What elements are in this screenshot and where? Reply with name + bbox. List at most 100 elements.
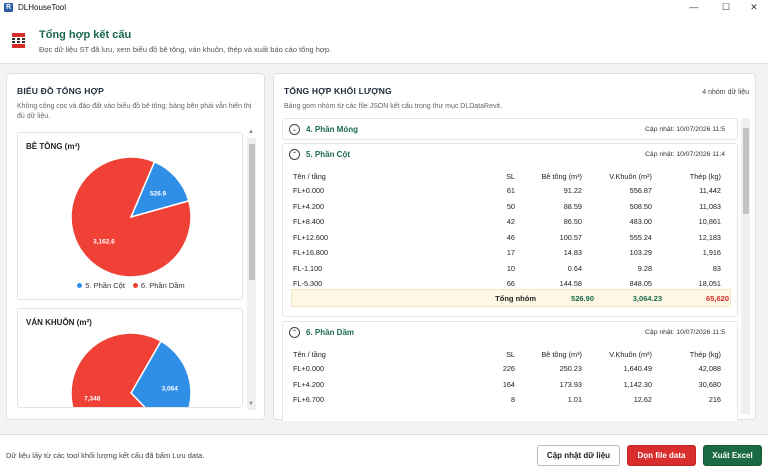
pie-slice [129, 160, 190, 219]
expand-chevron-icon[interactable]: ⌄ [289, 124, 300, 135]
window-title: DLHouseTool [18, 2, 67, 12]
update-data-button[interactable]: Cập nhật dữ liệu [537, 445, 620, 466]
chart-panel: BIỂU ĐỒ TỔNG HỢP Không công cọc và đào đ… [6, 73, 265, 420]
export-excel-button[interactable]: Xuất Excel [703, 445, 762, 466]
column-header-formwork: V.Khuôn (m²) [609, 171, 652, 181]
table-row: FL+0.000 226 250.23 1,640.49 42,088 [293, 361, 721, 377]
summary-panel-description: Bảng gom nhóm từ các file JSON kết cấu t… [284, 103, 502, 110]
legend-label-columns: 5. Phần Cột [85, 281, 125, 290]
group-updated: Cập nhật: 10/07/2026 11:5 [645, 126, 725, 133]
cell-steel: 30,680 [698, 379, 721, 389]
chart-panel-scrollbar[interactable]: ▲ ▼ [247, 129, 256, 410]
cell-level: FL-5.300 [293, 279, 323, 289]
total-formwork: 3,064.23 [632, 294, 662, 303]
cell-qty: 46 [506, 232, 515, 242]
pie-slice-label: 526.9 [150, 191, 167, 198]
collapse-chevron-icon[interactable]: ⌃ [289, 327, 300, 338]
table-row: FL-5.300 66 144.58 848.05 18,051 [293, 276, 721, 292]
close-button[interactable]: ✕ [750, 1, 758, 12]
chart-panel-description: Không công cọc và đào đất vào biểu đồ bê… [17, 103, 252, 120]
report-logo-icon [12, 33, 25, 48]
column-header-qty: SL [506, 171, 515, 181]
scroll-down-arrow-icon[interactable]: ▼ [248, 401, 254, 407]
table-header-row: Tên / tầng SL Bê tông (m³) V.Khuôn (m²) … [293, 347, 721, 361]
cell-formwork: 848.05 [629, 279, 652, 289]
group-name: 6. Phần Dầm [306, 328, 355, 337]
total-steel: 65,620 [706, 294, 729, 303]
column-header-formwork: V.Khuôn (m²) [609, 349, 652, 359]
cell-level: FL+0.000 [293, 186, 325, 196]
formwork-pie-chart: 3,064 7,348 [70, 332, 192, 407]
formwork-chart-title: VÁN KHUÔN (m²) [26, 318, 92, 327]
cell-formwork: 1,142.30 [623, 379, 652, 389]
cell-steel: 11,083 [699, 201, 721, 211]
summary-panel-title: TỔNG HỢP KHỐI LƯỢNG [284, 86, 392, 96]
chart-panel-scroll-thumb[interactable] [249, 144, 255, 280]
table-row: FL+6.700 8 1.01 12.62 216 [293, 392, 721, 408]
maximize-button[interactable]: ☐ [721, 1, 731, 12]
summary-panel-scrollbar[interactable] [741, 118, 750, 414]
cell-qty: 10 [506, 263, 515, 273]
formwork-chart-card: VÁN KHUÔN (m²) 3,064 7,348 [17, 308, 243, 408]
column-header-concrete: Bê tông (m³) [541, 171, 582, 181]
cell-steel: 1,916 [702, 248, 721, 258]
page-title: Tổng hợp kết cấu [39, 29, 132, 41]
pie-slice [130, 340, 192, 407]
summary-panel: TỔNG HỢP KHỐI LƯỢNG Bảng gom nhóm từ các… [273, 73, 756, 421]
footer-note: Dữ liệu lấy từ các tool khối lượng kết c… [6, 451, 205, 460]
cell-steel: 18,051 [698, 279, 721, 289]
group-beams: ⌃ 6. Phần Dầm Cập nhật: 10/07/2026 11:5 … [282, 321, 738, 421]
table-row: FL+16.800 17 14.83 103.29 1,916 [293, 245, 721, 261]
pie-slice [70, 332, 163, 407]
cell-qty: 8 [510, 395, 515, 405]
cell-concrete: 250.23 [559, 364, 582, 374]
cell-concrete: 173.93 [559, 379, 582, 389]
table-row: FL+4.200 50 88.59 508.50 11,083 [293, 199, 721, 215]
group-foundation[interactable]: ⌄ 4. Phần Móng Cập nhật: 10/07/2026 11:5 [282, 118, 738, 140]
cell-steel: 83 [712, 263, 721, 273]
legend-item-beams: 6. Phần Dầm [132, 281, 185, 290]
cell-formwork: 9.28 [637, 263, 652, 273]
minimize-button[interactable]: — [689, 2, 699, 12]
column-header-steel: Thép (kg) [689, 171, 721, 181]
concrete-chart-card: BÊ TÔNG (m³) 526.9 3,162.6 5. Phần Cột 6.… [17, 132, 243, 300]
table-row: FL+0.000 61 91.22 556.87 11,442 [293, 183, 721, 199]
footer-bar: Dữ liệu lấy từ các tool khối lượng kết c… [0, 434, 768, 472]
legend-label-beams: 6. Phần Dầm [140, 281, 185, 290]
cell-formwork: 556.87 [629, 186, 652, 196]
cell-qty: 50 [506, 201, 515, 211]
cell-level: FL+12.600 [293, 232, 329, 242]
cell-concrete: 86.50 [563, 217, 582, 227]
beams-table: Tên / tầng SL Bê tông (m³) V.Khuôn (m²) … [293, 347, 721, 408]
cell-steel: 11,442 [699, 186, 721, 196]
cell-steel: 216 [708, 395, 721, 405]
page-header: Tổng hợp kết cấu Đọc dữ liệu ST đã lưu, … [0, 14, 768, 64]
column-header-qty: SL [506, 349, 515, 359]
cell-formwork: 12.62 [633, 395, 652, 405]
cell-concrete: 1.01 [567, 395, 582, 405]
pie-slice [70, 156, 192, 278]
pie-slice-label: 7,348 [84, 395, 101, 402]
table-row: FL+12.600 46 100.57 555.24 12,183 [293, 230, 721, 246]
cell-steel: 10,861 [698, 217, 721, 227]
cell-qty: 66 [506, 279, 515, 289]
group-updated: Cập nhật: 10/07/2026 11:5 [645, 329, 725, 336]
concrete-pie-chart: 526.9 3,162.6 [70, 156, 192, 278]
cell-concrete: 0.64 [567, 263, 582, 273]
chart-panel-title: BIỂU ĐỒ TỔNG HỢP [17, 86, 104, 96]
group-columns: ⌃ 5. Phần Cột Cập nhật: 10/07/2026 11:4 … [282, 143, 738, 317]
group-count-badge: 4 nhóm dữ liệu [702, 89, 749, 96]
cell-level: FL+16.800 [293, 248, 329, 258]
column-header-name: Tên / tầng [293, 171, 326, 181]
table-header-row: Tên / tầng SL Bê tông (m³) V.Khuôn (m²) … [293, 169, 721, 183]
cell-formwork: 555.24 [629, 232, 652, 242]
clean-data-button[interactable]: Dọn file data [627, 445, 696, 466]
legend-dot-beams [132, 283, 138, 288]
summary-panel-scroll-thumb[interactable] [743, 128, 749, 214]
group-name: 5. Phần Cột [306, 150, 351, 159]
group-name: 4. Phần Móng [306, 125, 358, 134]
cell-formwork: 1,640.49 [623, 364, 652, 374]
cell-level: FL-1.100 [293, 263, 323, 273]
collapse-chevron-icon[interactable]: ⌃ [289, 149, 300, 160]
scroll-up-arrow-icon[interactable]: ▲ [248, 129, 254, 135]
